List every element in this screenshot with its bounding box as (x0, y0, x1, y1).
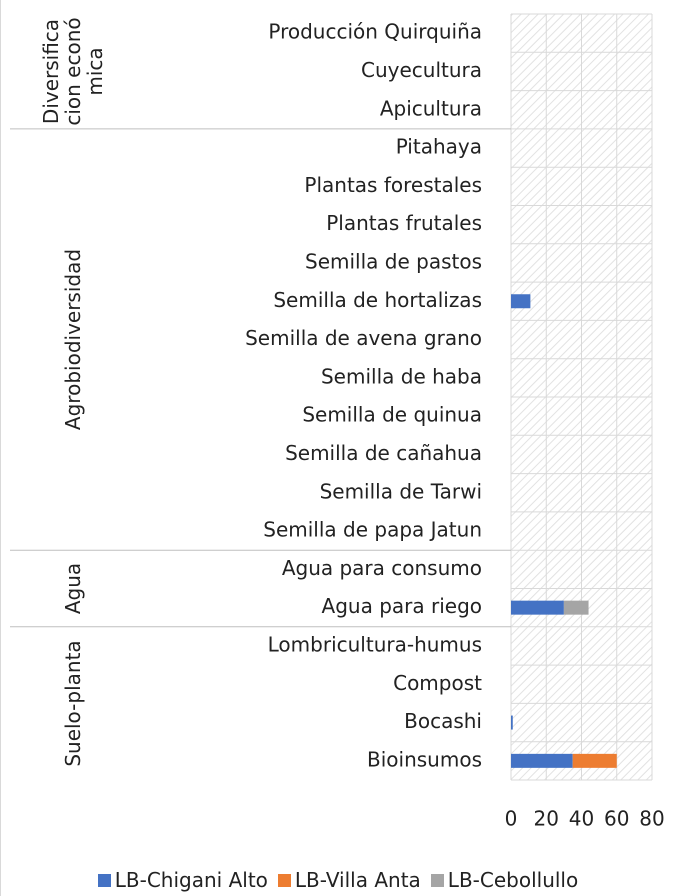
y-tick-label: Bioinsumos (367, 747, 482, 771)
y-tick-label: Lombricultura-humus (268, 632, 482, 656)
y-tick-label: Semilla de cañahua (285, 441, 482, 465)
legend-label: LB-Chigani Alto (114, 868, 268, 892)
bar (572, 753, 617, 768)
bar (511, 600, 564, 615)
group-label: Suelo-planta (60, 640, 85, 767)
legend-item: LB-Villa Anta (277, 868, 421, 892)
group-label: Agrobiodiversidad (60, 248, 85, 431)
legend-item: LB-Cebollullo (430, 868, 579, 892)
x-tick-label: 0 (505, 807, 518, 831)
bar (511, 715, 513, 730)
y-tick-label: Compost (393, 671, 482, 695)
y-tick-label: Producción Quirquiña (268, 20, 482, 44)
y-tick-label: Semilla de hortalizas (273, 288, 482, 312)
group-label: Agua (60, 562, 85, 615)
group-label: Diversificacion económica (38, 17, 107, 126)
y-tick-label: Pitahaya (396, 135, 482, 159)
y-tick-label: Semilla de Tarwi (320, 479, 482, 503)
legend: LB-Chigani Alto LB-Villa Anta LB-Cebollull… (0, 868, 676, 892)
legend-label: LB-Villa Anta (294, 868, 421, 892)
x-tick-label: 20 (534, 807, 559, 831)
legend-item: LB-Chigani Alto (97, 868, 268, 892)
legend-swatch (97, 873, 111, 887)
y-tick-label: Agua para riego (322, 594, 482, 618)
y-tick-label: Plantas forestales (304, 173, 482, 197)
bar (563, 600, 589, 615)
y-tick-label: Semilla de quinua (302, 403, 482, 427)
x-tick-label: 60 (604, 807, 629, 831)
legend-swatch (430, 873, 444, 887)
y-tick-label: Apicultura (380, 96, 482, 120)
legend-label: LB-Cebollullo (447, 868, 579, 892)
y-tick-label: Semilla de papa Jatun (263, 518, 482, 542)
x-tick-label: 40 (569, 807, 594, 831)
y-tick-label: Bocashi (404, 709, 482, 733)
y-tick-label: Semilla de pastos (305, 249, 482, 273)
bar (511, 753, 573, 768)
legend-swatch (277, 873, 291, 887)
y-tick-label: Semilla de avena grano (245, 326, 482, 350)
y-tick-label: Cuyecultura (361, 58, 482, 82)
y-tick-label: Plantas frutales (326, 211, 482, 235)
y-tick-label: Agua para consumo (282, 556, 482, 580)
x-tick-label: 80 (639, 807, 664, 831)
y-tick-label: Semilla de haba (321, 364, 482, 388)
bar (511, 294, 531, 309)
